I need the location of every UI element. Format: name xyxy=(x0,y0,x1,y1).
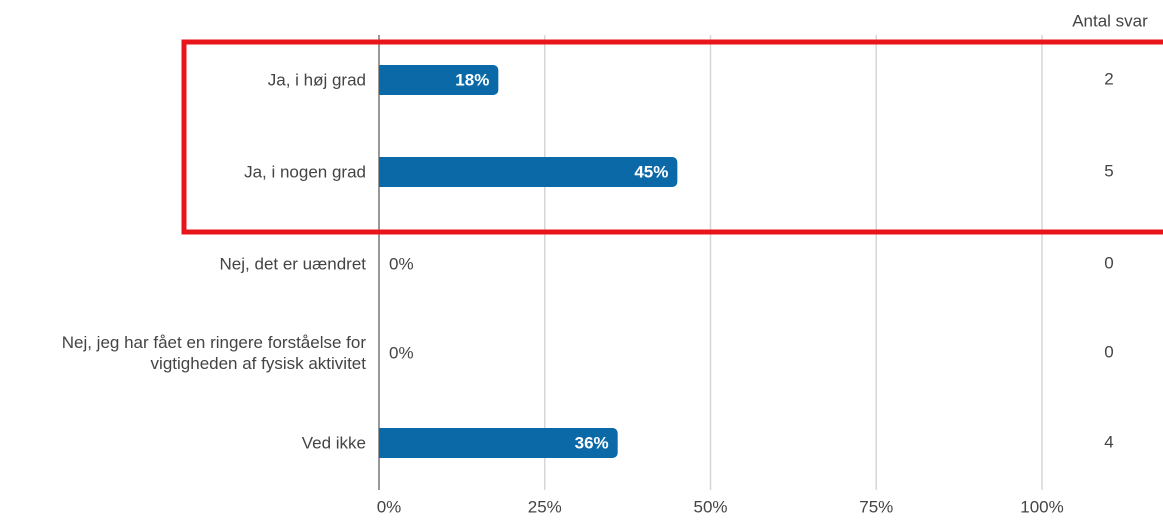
count-value: 5 xyxy=(1104,161,1113,180)
bar xyxy=(379,157,678,187)
category-label: Nej, jeg har fået en ringere forståelse … xyxy=(61,333,366,373)
count-title: Antal svar xyxy=(1072,11,1148,30)
category-label: Nej, det er uændret xyxy=(219,254,366,274)
count-value: 0 xyxy=(1104,253,1113,272)
value-label: 36% xyxy=(575,433,609,452)
value-label: 0% xyxy=(389,343,414,362)
bar xyxy=(379,428,618,458)
count-value: 4 xyxy=(1104,432,1113,451)
count-value: 0 xyxy=(1104,342,1113,361)
value-label: 45% xyxy=(634,162,668,181)
x-tick-label: 50% xyxy=(693,497,727,516)
count-value: 2 xyxy=(1104,69,1113,88)
x-tick-label: 0% xyxy=(377,497,402,516)
category-label: Ved ikke xyxy=(301,433,366,453)
value-label: 18% xyxy=(455,70,489,89)
value-label: 0% xyxy=(389,254,414,273)
category-label: Ja, i høj grad xyxy=(267,70,366,90)
x-tick-label: 100% xyxy=(1020,497,1063,516)
x-tick-label: 25% xyxy=(528,497,562,516)
category-label: Ja, i nogen grad xyxy=(244,162,366,182)
x-tick-label: 75% xyxy=(859,497,893,516)
